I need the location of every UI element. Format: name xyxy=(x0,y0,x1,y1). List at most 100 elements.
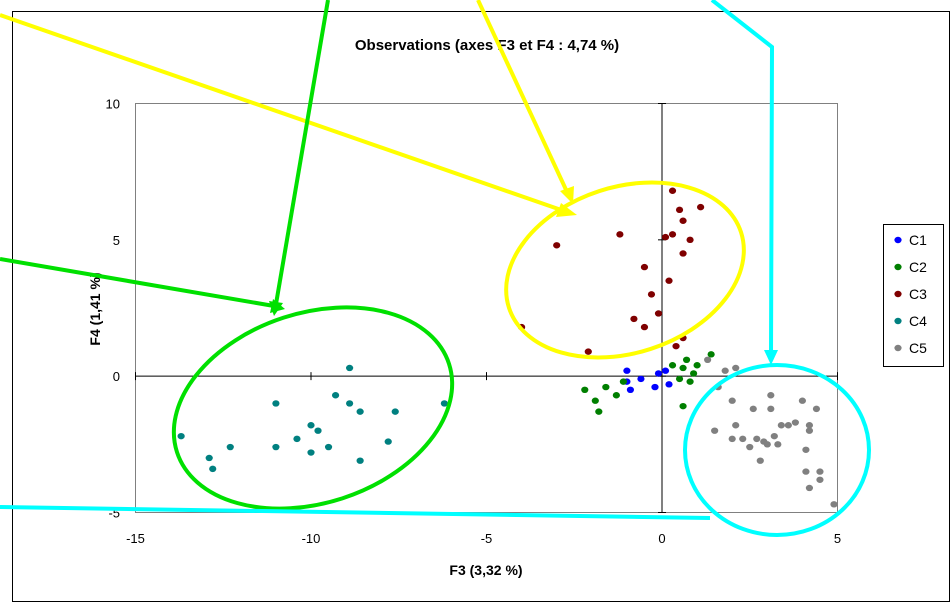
point-c3 xyxy=(679,217,687,224)
plot-area xyxy=(135,103,838,513)
point-c2 xyxy=(595,408,603,415)
point-c3 xyxy=(616,231,624,238)
y-tick-label: 0 xyxy=(113,369,120,384)
yellow-arrow-long-head xyxy=(556,203,577,217)
legend-marker-c4 xyxy=(894,317,902,325)
point-c4 xyxy=(346,364,354,372)
x-tick-label: 0 xyxy=(658,531,665,546)
point-c3 xyxy=(668,187,677,194)
point-c3 xyxy=(672,342,680,350)
legend-box xyxy=(883,224,944,367)
point-c5 xyxy=(739,435,747,443)
point-c4 xyxy=(177,432,185,440)
point-c4 xyxy=(391,408,399,415)
point-c2 xyxy=(581,386,589,393)
point-c5 xyxy=(767,405,775,413)
point-c3 xyxy=(668,231,677,238)
point-c2 xyxy=(707,351,715,358)
point-c5 xyxy=(763,441,771,448)
legend-label-c4: C4 xyxy=(909,313,927,329)
point-c5 xyxy=(704,356,712,364)
cyan-line xyxy=(0,505,711,520)
point-c5 xyxy=(749,405,757,413)
data-points xyxy=(177,187,838,508)
y-tick-label: 10 xyxy=(106,97,120,112)
point-c1 xyxy=(626,386,635,393)
green-arrow-horizontal xyxy=(0,257,275,308)
green-ellipse xyxy=(171,305,455,511)
x-tick-label: -5 xyxy=(481,531,493,546)
point-c2 xyxy=(602,383,610,391)
axes: -15 -10 -5 0 5 10 5 0 -5 xyxy=(106,97,842,547)
legend-marker-c3 xyxy=(894,290,902,298)
point-c3 xyxy=(665,277,673,284)
point-c4 xyxy=(307,422,315,429)
point-c5 xyxy=(791,419,799,426)
point-c1 xyxy=(665,381,673,388)
point-c5 xyxy=(774,441,782,448)
chart-title: Observations (axes F3 et F4 : 4,74 %) xyxy=(355,37,619,54)
point-c4 xyxy=(209,465,217,473)
point-c3 xyxy=(630,315,638,323)
legend-label-c1: C1 xyxy=(909,232,927,248)
point-c5 xyxy=(777,422,785,429)
point-c5 xyxy=(805,484,814,492)
yellow-ellipse xyxy=(504,180,746,360)
point-c5 xyxy=(805,422,814,429)
point-c4 xyxy=(272,443,280,451)
point-c4 xyxy=(307,449,315,456)
green-arrow-horizontal-head xyxy=(270,299,285,313)
legend-marker-c1 xyxy=(894,236,902,244)
point-c3 xyxy=(686,236,694,244)
point-c5 xyxy=(732,364,740,372)
point-c2 xyxy=(591,397,599,404)
point-c4 xyxy=(324,443,333,451)
cyan-arrow xyxy=(710,0,775,357)
point-c1 xyxy=(623,367,631,374)
cyan-ellipse xyxy=(683,363,871,537)
annotations xyxy=(171,180,871,537)
legend-label-c3: C3 xyxy=(909,286,927,302)
yellow-arrow-short-head xyxy=(560,186,574,204)
point-c4 xyxy=(205,454,213,462)
x-tick-label: 5 xyxy=(834,531,841,546)
x-tick-label: -15 xyxy=(126,531,145,546)
point-c3 xyxy=(675,206,684,214)
y-axis-label: F4 (1,41 %) xyxy=(87,272,103,345)
point-c5 xyxy=(753,435,761,443)
point-c5 xyxy=(711,427,719,434)
point-c2 xyxy=(682,356,691,364)
point-c2 xyxy=(689,370,698,377)
point-c4 xyxy=(346,400,354,407)
point-c5 xyxy=(816,468,824,475)
x-tick-label: -10 xyxy=(302,531,321,546)
point-c2 xyxy=(693,362,701,369)
point-c4 xyxy=(314,427,322,434)
point-c4 xyxy=(293,435,301,443)
point-c4 xyxy=(356,457,364,464)
point-c2 xyxy=(668,362,677,369)
point-c3 xyxy=(679,250,687,257)
legend-marker-c2 xyxy=(894,263,902,271)
legend-marker-c5 xyxy=(894,344,902,352)
point-c1 xyxy=(654,370,663,377)
point-c5 xyxy=(805,427,814,434)
point-c2 xyxy=(679,364,687,372)
legend-label-c2: C2 xyxy=(909,259,927,275)
yellow-arrow-long xyxy=(0,13,568,214)
yellow-arrow-short xyxy=(476,0,570,195)
point-c5 xyxy=(816,476,824,483)
point-c1 xyxy=(637,375,645,383)
point-c4 xyxy=(226,443,234,451)
point-c5 xyxy=(756,457,764,464)
point-c4 xyxy=(331,392,340,399)
point-c3 xyxy=(640,263,649,271)
point-c4 xyxy=(356,408,364,415)
point-c3 xyxy=(640,323,649,331)
y-tick-label: 5 xyxy=(113,233,120,248)
point-c1 xyxy=(651,383,659,391)
point-c3 xyxy=(654,310,663,317)
arrow-annotations xyxy=(0,0,778,520)
legend-label-c5: C5 xyxy=(909,340,927,356)
chart-area xyxy=(12,11,950,602)
